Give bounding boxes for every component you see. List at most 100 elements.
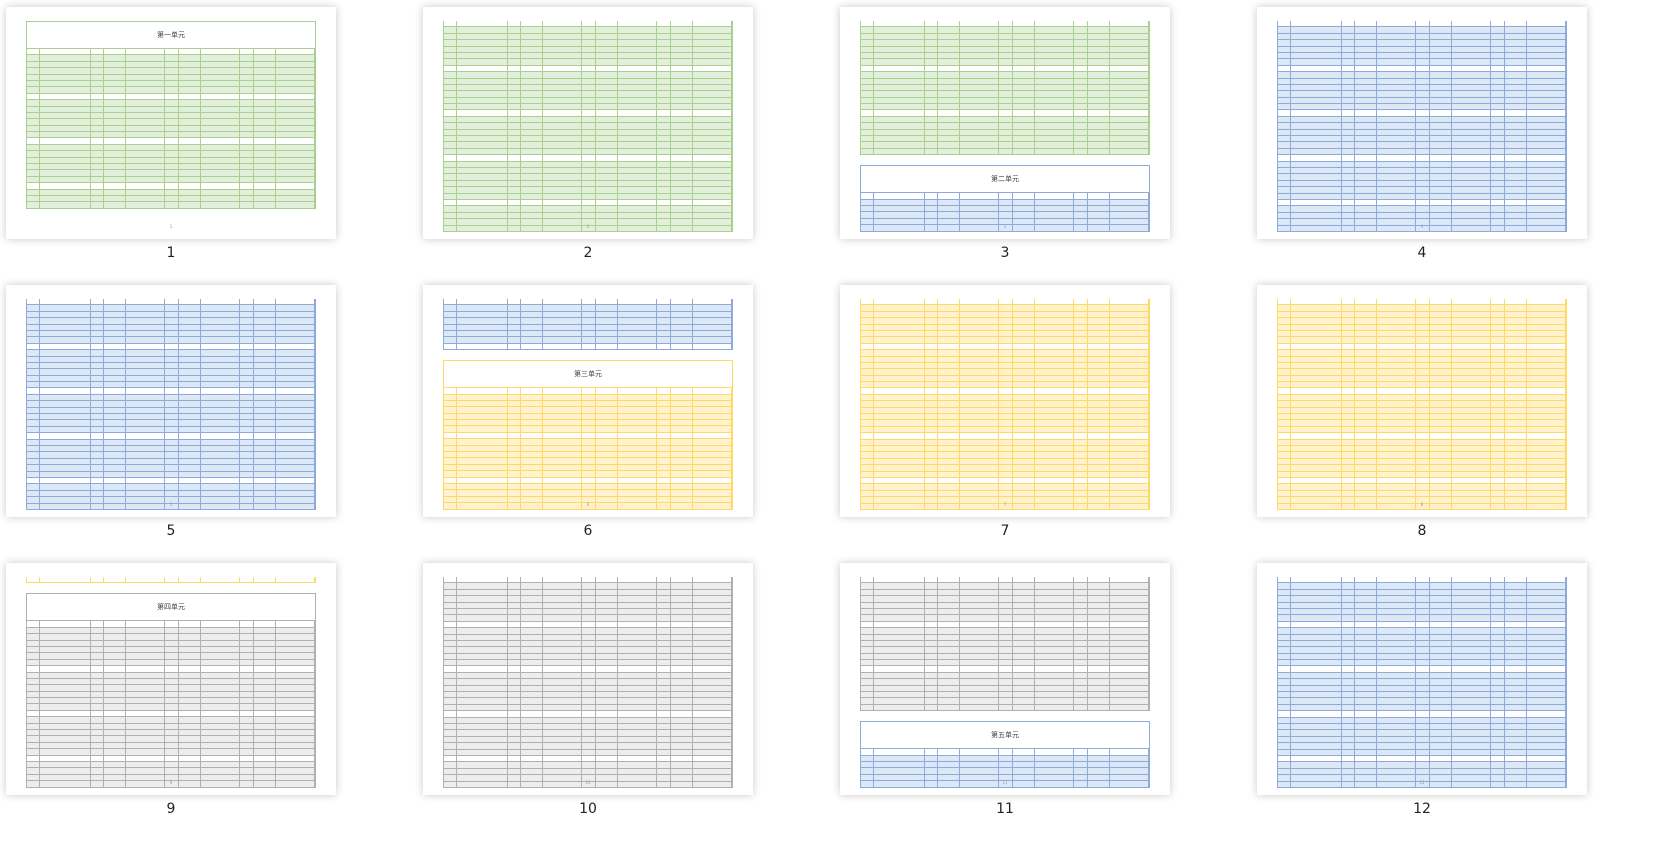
table-row xyxy=(26,710,316,718)
table-row xyxy=(1277,155,1567,162)
table-row xyxy=(26,426,316,434)
table-row xyxy=(26,698,316,705)
table-row xyxy=(443,458,733,465)
table-row xyxy=(860,394,1150,402)
table-row xyxy=(860,401,1150,408)
table-row xyxy=(1277,40,1567,47)
page-footer-number: 6 xyxy=(586,502,590,507)
page-thumbnail[interactable]: 7 xyxy=(840,285,1170,517)
page-thumbnail[interactable]: 第四单元 9 xyxy=(6,563,336,795)
page-footer-number: 8 xyxy=(1420,502,1424,507)
page-thumbnail[interactable]: 第二单元 3 xyxy=(840,7,1170,239)
table-row xyxy=(443,212,733,220)
page-thumbnail[interactable]: 第五单元 11 xyxy=(840,563,1170,795)
table-row xyxy=(860,148,1150,156)
table-row xyxy=(860,382,1150,389)
table-row xyxy=(443,219,733,226)
table-row xyxy=(443,420,733,427)
unit-title: 第一单元 xyxy=(26,21,316,49)
table-row xyxy=(860,692,1150,699)
table-row xyxy=(26,119,316,126)
table-row xyxy=(443,330,733,338)
table-row xyxy=(1277,743,1567,750)
table-row xyxy=(860,503,1150,510)
page-footer-number: 2 xyxy=(586,224,590,229)
page-thumbnail[interactable]: 2 xyxy=(423,7,753,239)
table-row xyxy=(26,382,316,389)
table-row xyxy=(1277,362,1567,370)
page-thumbnail-cell: 10 10 xyxy=(417,556,834,836)
table-row xyxy=(860,647,1150,654)
table-row xyxy=(1277,330,1567,338)
page-thumbnail[interactable]: 4 xyxy=(1257,7,1587,239)
table-row xyxy=(1277,503,1567,510)
table-row xyxy=(860,110,1150,117)
page-thumbnail[interactable]: 第一单元 1 xyxy=(6,7,336,239)
table-row xyxy=(443,621,733,629)
table-row xyxy=(860,433,1150,440)
table-row xyxy=(1277,577,1567,584)
table-row xyxy=(443,717,733,724)
table-row xyxy=(26,646,316,654)
table-row xyxy=(443,477,733,484)
page-thumbnail[interactable]: 12 xyxy=(1257,563,1587,795)
table-row xyxy=(1277,775,1567,782)
table-row xyxy=(26,653,316,660)
table-row xyxy=(443,685,733,693)
table-row xyxy=(443,337,733,344)
table-row xyxy=(26,93,316,101)
table-row xyxy=(860,33,1150,41)
table-row xyxy=(1277,685,1567,693)
table-row xyxy=(26,445,316,453)
table-row xyxy=(443,762,733,769)
table-row xyxy=(26,755,316,762)
table-row xyxy=(860,452,1150,459)
table-row xyxy=(26,477,316,485)
table-row xyxy=(860,458,1150,466)
table-row xyxy=(1277,602,1567,609)
page-thumbnail[interactable]: 10 xyxy=(423,563,753,795)
table-row xyxy=(26,61,316,69)
page-thumbnail[interactable]: 第三单元 6 xyxy=(423,285,753,517)
table-row xyxy=(860,490,1150,498)
table-row xyxy=(1277,324,1567,331)
table-row xyxy=(443,199,733,207)
table-row xyxy=(1277,174,1567,181)
table-row xyxy=(1277,375,1567,383)
table-row xyxy=(1277,59,1567,66)
table-row xyxy=(26,144,316,152)
table-row xyxy=(1277,634,1567,641)
page-footer-number: 5 xyxy=(169,502,173,507)
table-row xyxy=(1277,356,1567,363)
table-row xyxy=(443,730,733,737)
table-row xyxy=(1277,212,1567,220)
table-row xyxy=(860,212,1150,219)
vocabulary-table xyxy=(443,21,733,232)
table-row xyxy=(26,761,316,769)
table-row xyxy=(26,106,316,113)
table-row xyxy=(443,647,733,654)
table-row xyxy=(443,775,733,782)
table-row xyxy=(443,464,733,472)
table-row xyxy=(443,723,733,731)
table-row xyxy=(26,157,316,165)
table-row xyxy=(860,78,1150,85)
table-row xyxy=(26,189,316,196)
page-thumbnail[interactable]: 8 xyxy=(1257,285,1587,517)
table-row xyxy=(443,167,733,175)
table-row xyxy=(26,678,316,686)
table-row xyxy=(26,87,316,94)
table-row xyxy=(860,583,1150,590)
table-row xyxy=(443,318,733,325)
table-row xyxy=(1277,583,1567,590)
page-number-label: 6 xyxy=(583,523,593,539)
table-row xyxy=(443,426,733,433)
table-row xyxy=(443,483,733,491)
page-thumbnail[interactable]: 5 xyxy=(6,285,336,517)
table-row xyxy=(26,730,316,737)
table-row xyxy=(26,68,316,75)
table-row xyxy=(26,356,316,363)
page-thumbnail-cell: 第四单元 9 9 xyxy=(0,556,417,836)
vocabulary-table xyxy=(1277,21,1567,232)
table-row xyxy=(26,749,316,756)
